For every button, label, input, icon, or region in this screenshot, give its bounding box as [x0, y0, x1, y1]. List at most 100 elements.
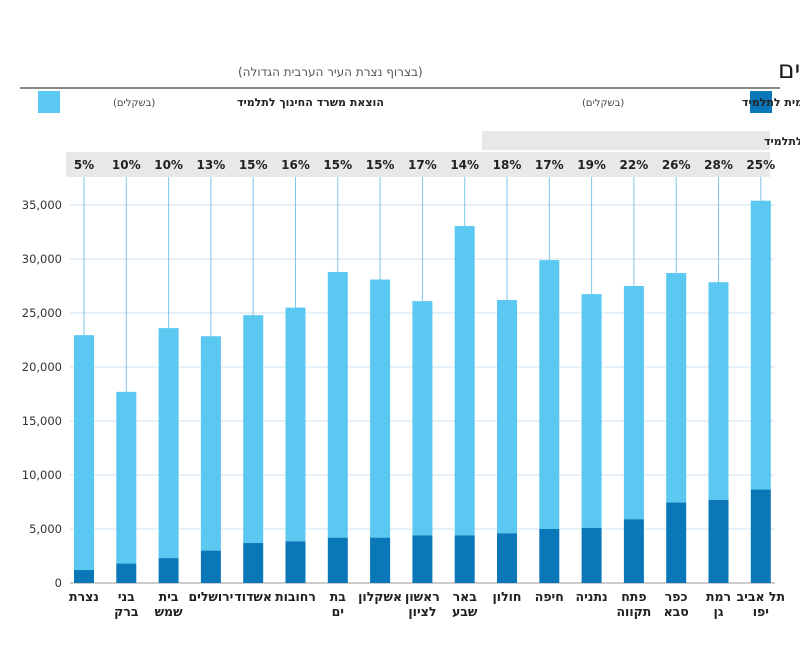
x-category-label: תל אביב: [737, 589, 785, 604]
y-tick-label: 5,000: [29, 522, 62, 536]
bar-municipal: [370, 537, 391, 583]
percent-label: 10%: [154, 158, 183, 172]
bar-municipal: [158, 558, 179, 583]
y-axis: 0 5,000 10,000 15,000 20,000 25,000 30,000 35,0…: [22, 198, 62, 590]
bar-ministry: [750, 200, 771, 490]
x-category-label: שמש: [155, 604, 184, 619]
x-category-label: ים: [332, 604, 344, 619]
percent-label: 17%: [408, 158, 437, 172]
bar-municipal: [623, 519, 644, 583]
y-tick-label: 20,000: [22, 360, 62, 374]
bar-ministry: [497, 300, 517, 534]
percent-label: 5%: [74, 158, 94, 172]
legend-label-ministry-text: הוצאת משרד החינוך לתלמיד: [237, 96, 384, 109]
percent-label: 17%: [535, 158, 564, 172]
leader-lines: [83, 177, 762, 392]
y-tick-label: 25,000: [22, 306, 62, 320]
percent-label: 15%: [366, 158, 395, 172]
bar-municipal: [497, 533, 517, 583]
bar-municipal: [708, 499, 729, 583]
percent-label: 18%: [493, 158, 522, 172]
x-category-label: חיפה: [535, 589, 564, 604]
x-category-label: נצרת: [69, 589, 99, 604]
bar-municipal: [200, 550, 221, 583]
legend-label-ministry: הוצאת משרד החינוך לתלמיד: [237, 96, 384, 109]
x-category-label: רחובות: [275, 589, 316, 604]
chart-title: ההשקעה לתלמיד בערים מעל מאה אלף תושבים: [778, 55, 800, 84]
bar-ministry: [200, 336, 221, 551]
bar-municipal: [285, 541, 306, 583]
y-tick-label: 35,000: [22, 198, 62, 212]
x-category-label: תקווה: [616, 604, 651, 619]
bar-ministry: [581, 294, 602, 528]
bar-ministry: [158, 328, 179, 559]
bar-ministry: [285, 307, 306, 542]
bar-ministry: [370, 279, 391, 538]
percent-label: 28%: [704, 158, 733, 172]
percent-label: 15%: [239, 158, 268, 172]
x-category-label: נתניה: [576, 589, 608, 604]
legend-label-municipal: הוצאת הרשות המקומית לתלמיד: [742, 96, 800, 109]
x-category-label: ברק: [114, 604, 139, 619]
percent-label: 19%: [577, 158, 606, 172]
bar-ministry: [708, 282, 729, 500]
bar-ministry: [623, 286, 644, 520]
bar-ministry: [666, 273, 687, 503]
percent-labels: 5% 10% 10% 13% 15% 16% 15% 15% 17% 14% 18% 17% 19% 22…: [74, 158, 775, 172]
y-tick-label: 10,000: [22, 468, 62, 482]
percent-label: 16%: [281, 158, 310, 172]
chart-subtitle: (בצרוף נצרת העיר הערבית הגדולה): [238, 65, 423, 79]
x-category-label: סבא: [664, 604, 689, 619]
percent-label: 14%: [450, 158, 479, 172]
bar-ministry: [116, 391, 137, 564]
x-category-label: גן: [714, 604, 724, 619]
bar-municipal: [116, 563, 137, 583]
x-category-label: באר: [453, 589, 478, 604]
bar-ministry: [74, 335, 94, 571]
percent-label: 26%: [662, 158, 691, 172]
bar-municipal: [327, 537, 348, 583]
x-category-label: בת: [330, 589, 347, 604]
percent-label: 10%: [112, 158, 141, 172]
bar-municipal: [581, 527, 602, 583]
x-category-label: ראשון: [405, 589, 440, 604]
legend-unit-ministry: (בשקלים): [113, 98, 155, 109]
bar-municipal: [412, 535, 433, 583]
bar-municipal: [539, 529, 560, 583]
x-category-label: בית: [159, 589, 179, 604]
percent-label: 25%: [746, 158, 775, 172]
bar-ministry: [243, 315, 264, 544]
pct-header-text: אחוז השקעת הרשות מתוך ההוצאה הציבורית לת…: [764, 135, 800, 148]
x-category-label: אשקלון: [358, 589, 402, 604]
y-tick-label: 15,000: [22, 414, 62, 428]
x-category-label: לציון: [408, 604, 436, 619]
bar-ministry: [454, 226, 475, 536]
x-category-label: יפו: [753, 604, 769, 619]
bar-municipal: [750, 489, 771, 583]
percent-label: 15%: [323, 158, 352, 172]
x-category-label: חולון: [492, 589, 521, 604]
legend: הוצאת משרד החינוך לתלמיד (בשקלים) הוצאת …: [38, 91, 800, 113]
y-tick-label: 30,000: [22, 252, 62, 266]
bars: [74, 200, 771, 583]
percent-label: 13%: [197, 158, 226, 172]
pct-band: [66, 152, 770, 177]
bar-ministry: [412, 301, 433, 536]
x-category-label: אשדוד: [234, 589, 272, 604]
legend-swatch-ministry: [38, 91, 60, 113]
x-category-label: בני: [118, 589, 135, 604]
x-category-label: רמת: [706, 589, 731, 604]
percent-label: 22%: [620, 158, 649, 172]
y-tick-label: 0: [55, 576, 62, 590]
bar-ministry: [539, 260, 560, 529]
x-category-label: שבע: [452, 604, 478, 619]
legend-unit-municipal: (בשקלים): [582, 98, 624, 109]
bar-municipal: [454, 535, 475, 583]
x-category-label: כפר: [665, 589, 688, 604]
legend-swatch-municipal: [750, 91, 772, 113]
x-category-label: פתח: [621, 589, 646, 604]
bar-municipal: [666, 502, 687, 583]
bar-municipal: [74, 570, 94, 583]
